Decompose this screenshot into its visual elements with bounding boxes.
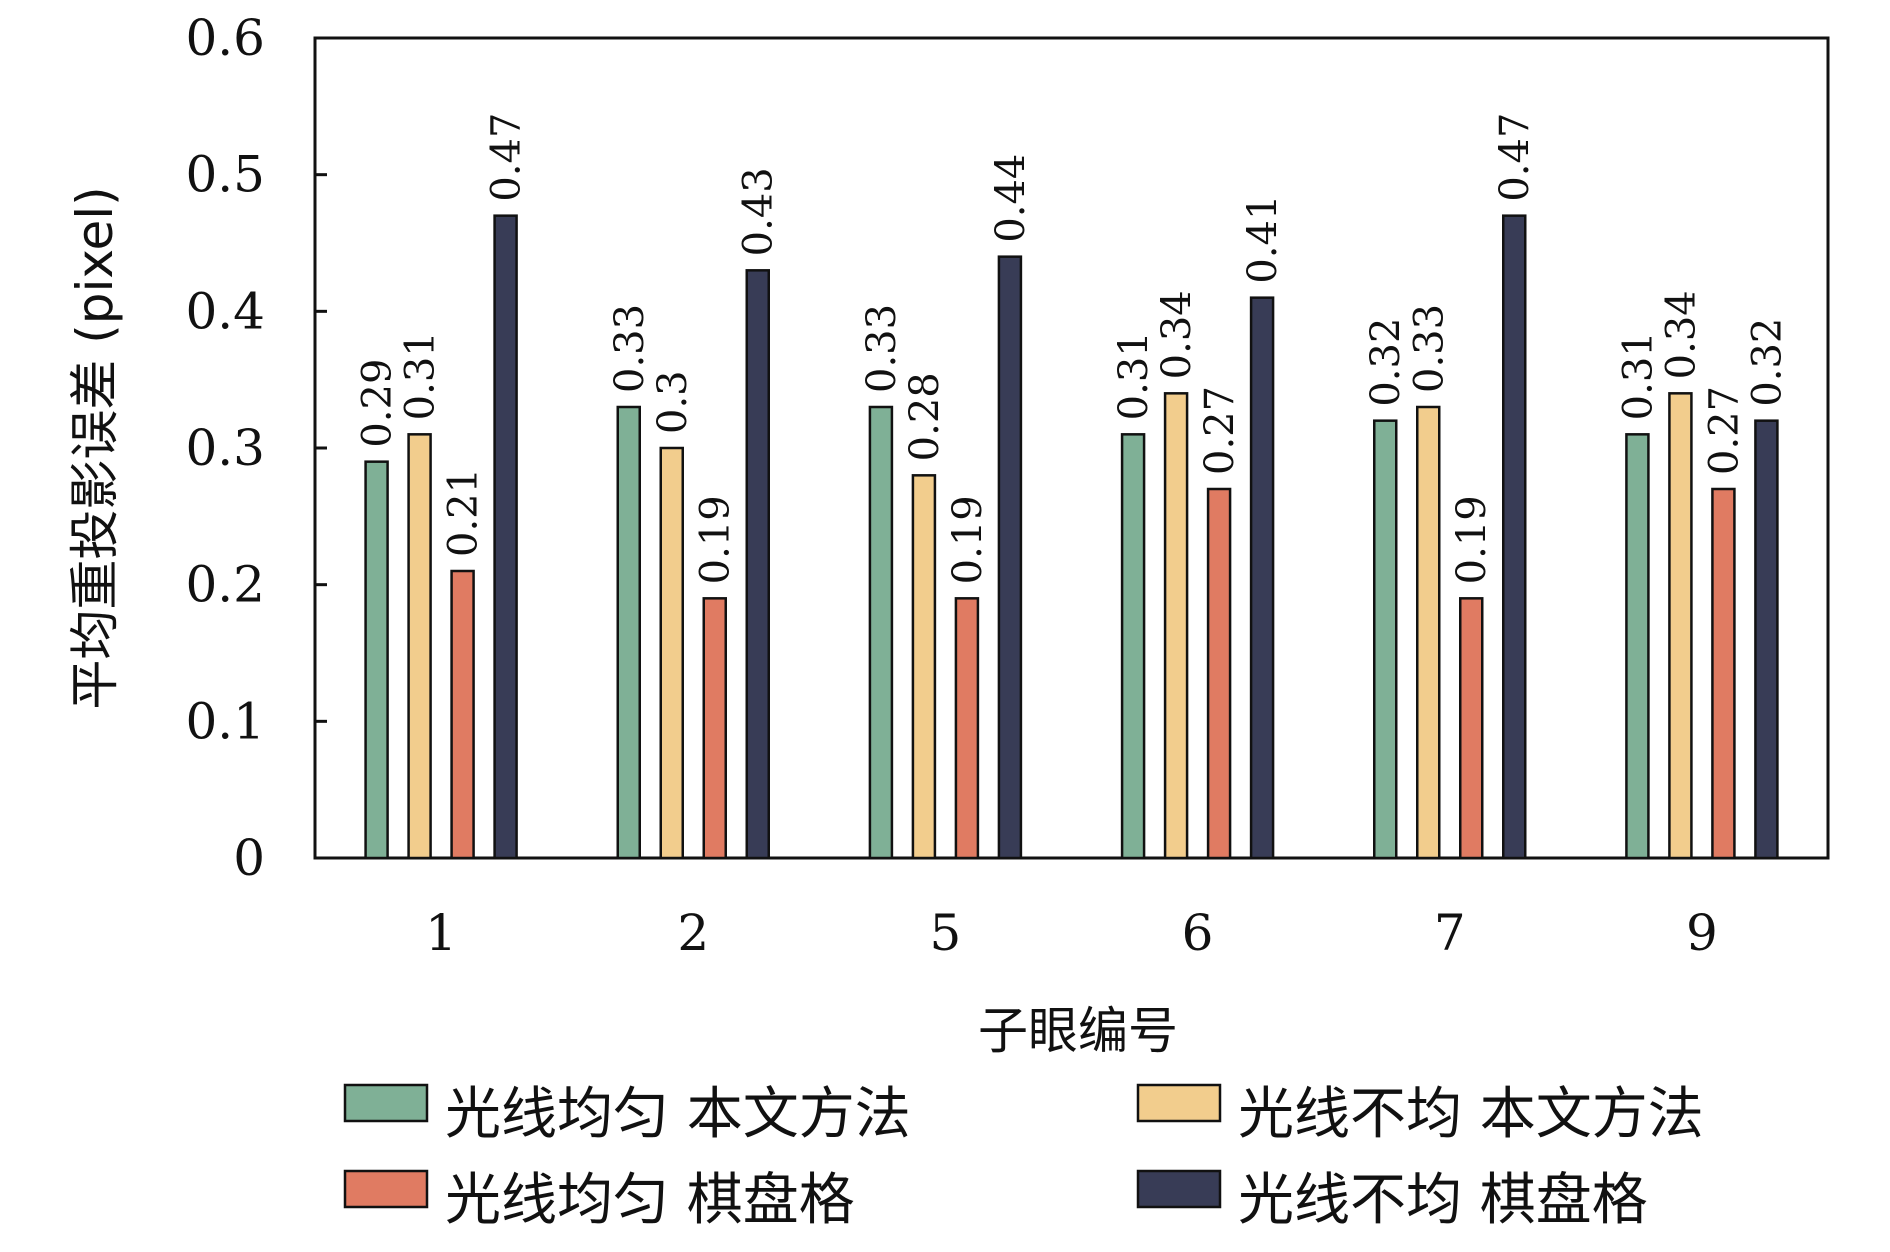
bar	[1754, 419, 1779, 860]
bar	[1502, 214, 1527, 860]
x-tick-label: 7	[1434, 904, 1466, 962]
data-label: 0.44	[988, 154, 1034, 243]
data-label: 0.33	[859, 304, 905, 393]
bar	[1459, 597, 1484, 860]
data-label: 0.32	[1744, 318, 1790, 407]
x-tick-label: 1	[425, 904, 457, 962]
data-label: 0.34	[1154, 290, 1200, 379]
bar	[364, 460, 389, 860]
y-axis-ticks: 0 0.1 0.2 0.3 0.4 0.5 0.6	[185, 9, 327, 887]
data-label: 0.34	[1658, 290, 1704, 379]
plot-frame	[313, 36, 1830, 860]
bar	[1625, 433, 1650, 860]
bar	[1163, 392, 1189, 860]
data-label: 0.32	[1363, 318, 1409, 407]
bar	[1373, 419, 1398, 860]
bar	[997, 255, 1023, 860]
data-label: 0.19	[1449, 495, 1495, 584]
bar	[1416, 405, 1441, 860]
legend-label: 光线均匀 棋盘格	[445, 1168, 855, 1233]
x-axis-ticks: 1 2 5 6 7 9	[425, 904, 1718, 962]
data-label: 0.41	[1240, 195, 1286, 284]
bar	[1206, 487, 1232, 860]
data-label: 0.3	[650, 370, 696, 434]
bar	[1668, 392, 1693, 860]
bar	[868, 405, 894, 860]
data-label: 0.31	[1111, 331, 1157, 420]
bar	[616, 405, 641, 860]
legend-swatch	[1136, 1083, 1222, 1123]
data-label: 0.19	[693, 495, 739, 584]
bar	[659, 446, 684, 860]
legend-label: 光线均匀 本文方法	[445, 1082, 911, 1147]
data-label: 0.27	[1701, 386, 1747, 475]
y-axis-title: 平均重投影误差 (pixel)	[66, 186, 124, 709]
x-axis-title: 子眼编号	[978, 1002, 1178, 1060]
x-tick-label: 2	[677, 904, 709, 962]
bar	[493, 214, 518, 860]
bar	[911, 474, 937, 860]
data-label: 0.31	[398, 331, 444, 420]
data-label: 0.19	[945, 495, 991, 584]
bar	[1711, 487, 1736, 860]
y-tick-label: 0	[233, 829, 265, 887]
bar	[954, 597, 980, 860]
y-tick-label: 0.3	[185, 419, 265, 477]
x-tick-label: 9	[1686, 904, 1718, 962]
data-label: 0.21	[441, 468, 487, 557]
bar	[702, 597, 727, 860]
data-label: 0.47	[484, 113, 530, 202]
legend-label: 光线不均 本文方法	[1238, 1082, 1704, 1147]
y-tick-label: 0.1	[185, 692, 265, 750]
x-tick-label: 6	[1182, 904, 1214, 962]
data-label: 0.33	[607, 304, 653, 393]
y-tick-label: 0.2	[185, 556, 265, 614]
bar	[407, 433, 432, 860]
bar	[450, 569, 475, 860]
legend-swatch	[343, 1083, 429, 1123]
bar	[1249, 296, 1275, 860]
bar	[1120, 433, 1146, 860]
data-label: 0.31	[1615, 331, 1661, 420]
bars	[364, 214, 1779, 860]
data-label: 0.29	[355, 359, 401, 448]
y-tick-label: 0.6	[185, 9, 265, 67]
y-tick-label: 0.4	[185, 282, 265, 340]
legend-swatch	[1136, 1169, 1222, 1209]
bar	[745, 269, 770, 860]
x-tick-label: 5	[930, 904, 962, 962]
y-tick-label: 0.5	[185, 146, 265, 204]
data-label: 0.27	[1197, 386, 1243, 475]
legend-swatch	[343, 1169, 429, 1209]
data-label: 0.33	[1406, 304, 1452, 393]
legend-label: 光线不均 棋盘格	[1238, 1168, 1648, 1233]
data-labels: 0.290.310.210.470.330.30.190.430.330.280…	[355, 113, 1791, 585]
data-label: 0.43	[736, 167, 782, 256]
data-label: 0.28	[902, 372, 948, 461]
data-label: 0.47	[1492, 113, 1538, 202]
